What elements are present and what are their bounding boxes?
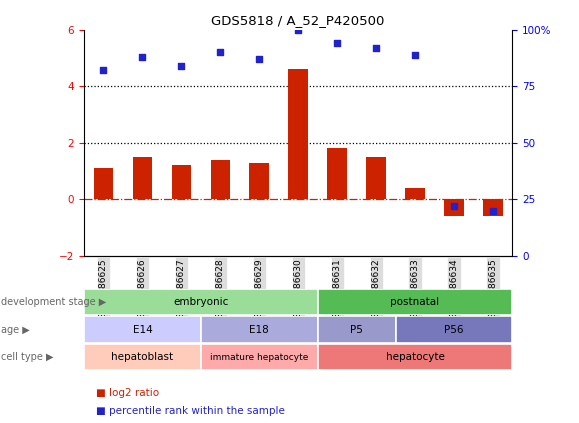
- Bar: [84, 344, 201, 370]
- Point: [99, 67, 108, 74]
- Bar: [94, 168, 113, 199]
- Text: ■ percentile rank within the sample: ■ percentile rank within the sample: [96, 406, 284, 416]
- Point: [294, 26, 303, 33]
- Bar: [318, 316, 395, 343]
- Bar: [250, 162, 269, 199]
- Point: [411, 51, 420, 58]
- Point: [255, 56, 264, 63]
- Bar: [318, 289, 512, 315]
- Text: hepatocyte: hepatocyte: [386, 352, 445, 362]
- Bar: [171, 165, 191, 199]
- Bar: [84, 289, 318, 315]
- Bar: [367, 157, 386, 199]
- Point: [177, 63, 186, 69]
- Point: [449, 203, 459, 209]
- Text: age ▶: age ▶: [1, 324, 30, 335]
- Text: P5: P5: [350, 324, 363, 335]
- Text: development stage ▶: development stage ▶: [1, 297, 107, 307]
- Bar: [444, 199, 464, 216]
- Text: E14: E14: [133, 324, 152, 335]
- Point: [138, 53, 147, 60]
- Bar: [318, 344, 512, 370]
- Bar: [84, 316, 201, 343]
- Text: cell type ▶: cell type ▶: [1, 352, 54, 362]
- Bar: [201, 344, 318, 370]
- Bar: [395, 316, 512, 343]
- Bar: [288, 69, 308, 199]
- Bar: [483, 199, 503, 216]
- Text: hepatoblast: hepatoblast: [111, 352, 174, 362]
- Title: GDS5818 / A_52_P420500: GDS5818 / A_52_P420500: [211, 14, 385, 27]
- Bar: [405, 188, 425, 199]
- Text: embryonic: embryonic: [173, 297, 229, 307]
- Bar: [201, 316, 318, 343]
- Text: ■ log2 ratio: ■ log2 ratio: [96, 388, 159, 398]
- Bar: [211, 160, 230, 199]
- Text: postnatal: postnatal: [390, 297, 439, 307]
- Point: [372, 44, 381, 51]
- Point: [488, 207, 497, 214]
- Point: [332, 40, 342, 47]
- Bar: [133, 157, 152, 199]
- Text: P56: P56: [444, 324, 464, 335]
- Text: immature hepatocyte: immature hepatocyte: [210, 352, 309, 362]
- Text: E18: E18: [250, 324, 269, 335]
- Bar: [327, 148, 347, 199]
- Point: [215, 49, 225, 55]
